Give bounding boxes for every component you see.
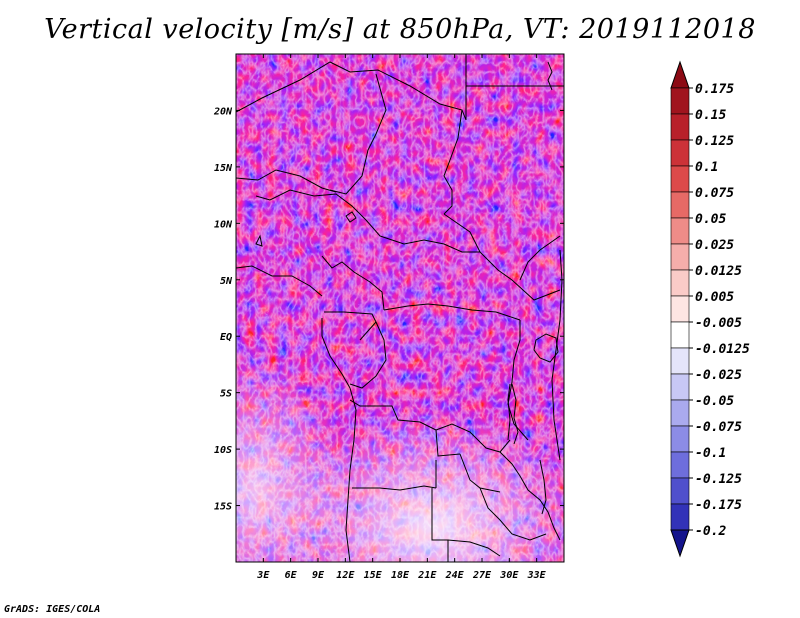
lon-tick-label: 9E bbox=[312, 570, 325, 581]
colorbar-swatch bbox=[670, 139, 690, 167]
lat-tick-label: EQ bbox=[220, 332, 232, 343]
lon-tick-label: 24E bbox=[445, 570, 465, 581]
border-nigeria-north bbox=[255, 189, 367, 221]
colorbar-swatch bbox=[670, 87, 690, 115]
border-south-inner bbox=[447, 539, 501, 557]
lon-tick-label: 21E bbox=[417, 570, 437, 581]
lat-tick-label: 15S bbox=[214, 502, 232, 513]
border-ethiopia bbox=[519, 235, 561, 281]
border-drc-zambia bbox=[435, 423, 511, 453]
lake-volta bbox=[255, 234, 263, 247]
lon-tick-label: 3E bbox=[256, 570, 270, 581]
western-ocean-region bbox=[236, 270, 436, 562]
lakes bbox=[255, 61, 559, 515]
border-nigeria-cameroon bbox=[321, 255, 385, 311]
border-gabon-coast bbox=[321, 318, 351, 389]
lon-tick-label: 33E bbox=[527, 570, 547, 581]
nile-branch bbox=[547, 61, 553, 91]
colorbar-label: -0.075 bbox=[695, 420, 742, 435]
colorbar-swatch bbox=[670, 295, 690, 323]
lake-malawi bbox=[539, 459, 547, 515]
political-borders bbox=[236, 54, 564, 562]
colorbar-label: 0.175 bbox=[695, 82, 734, 97]
colorbar-label: -0.0125 bbox=[695, 342, 750, 357]
border-mozambique bbox=[499, 451, 561, 541]
colorbar-swatch bbox=[670, 425, 690, 453]
lon-tick-label: 30E bbox=[499, 570, 519, 581]
border-namibia-botswana bbox=[431, 488, 449, 562]
colorbar-label: 0.0125 bbox=[695, 264, 742, 279]
colorbar-swatch bbox=[670, 477, 690, 505]
border-angola-north bbox=[349, 399, 461, 457]
lon-tick-label: 15E bbox=[364, 570, 383, 581]
border-sahara-north bbox=[236, 61, 467, 121]
border-cameroon-gabon bbox=[324, 311, 377, 341]
colorbar-min-arrow bbox=[670, 529, 690, 558]
lat-tick-label: 10S bbox=[214, 445, 232, 456]
colorbar: 0.175 0.15 0.125 0.1 0.075 0.05 0.025 0.0125 0.0… bbox=[670, 60, 750, 558]
colorbar-label: -0.05 bbox=[695, 394, 734, 409]
colorbar-label: 0.15 bbox=[695, 108, 726, 123]
colorbar-label: 0.125 bbox=[695, 134, 734, 149]
colorbar-label: -0.125 bbox=[695, 472, 742, 487]
colorbar-swatch bbox=[670, 113, 690, 141]
lon-tick-label: 12E bbox=[336, 570, 355, 581]
colorbar-swatch bbox=[670, 321, 690, 349]
colorbar-max-arrow bbox=[670, 60, 690, 89]
colorbar-label: -0.175 bbox=[695, 498, 742, 513]
border-zimbabwe bbox=[479, 487, 547, 541]
lat-tick-label: 5N bbox=[220, 276, 233, 287]
border-west-coast-gulf bbox=[236, 265, 323, 297]
lake-tanganyika bbox=[507, 383, 519, 445]
lon-tick-label: 6E bbox=[285, 570, 298, 581]
colorbar-swatch bbox=[670, 373, 690, 401]
colorbar-label: 0.05 bbox=[695, 212, 726, 227]
colorbar-swatch bbox=[670, 191, 690, 219]
colorbar-label: 0.025 bbox=[695, 238, 734, 253]
grads-credit: GrADS: IGES/COLA bbox=[4, 604, 101, 615]
border-congo-drc bbox=[349, 321, 387, 389]
lat-tick-label: 20N bbox=[213, 106, 233, 117]
border-chad-sudan bbox=[443, 109, 463, 215]
border-sudan-south bbox=[443, 213, 561, 301]
border-drc-east bbox=[507, 320, 529, 441]
border-chad-car bbox=[365, 219, 480, 253]
colorbar-label: 0.1 bbox=[695, 160, 718, 175]
lat-tick-label: 10N bbox=[214, 219, 233, 230]
lat-tick-label: 15N bbox=[214, 163, 233, 174]
lon-tick-label: 27E bbox=[472, 570, 492, 581]
map-plot-area: 3E 6E 9E 12E 15E 18E 21E 24E 27E 30E 33E 20N 15N 10N 5… bbox=[213, 53, 565, 581]
colorbar-label: -0.1 bbox=[695, 446, 726, 461]
coastline-southwest bbox=[345, 387, 357, 562]
colorbar-swatch bbox=[670, 243, 690, 271]
colorbar-label: 0.005 bbox=[695, 290, 734, 305]
border-mali-niger bbox=[236, 169, 337, 193]
border-niger-chad bbox=[329, 73, 387, 195]
lake-victoria bbox=[533, 333, 559, 363]
map-title: Vertical velocity [m/s] at 850hPa, VT: 2… bbox=[44, 14, 756, 45]
map-ticks: 3E 6E 9E 12E 15E 18E 21E 24E 27E 30E 33E 20N 15N 10N 5… bbox=[213, 54, 564, 581]
lat-tick-label: 5S bbox=[220, 389, 232, 400]
colorbar-label: -0.025 bbox=[695, 368, 742, 383]
colorbar-swatch bbox=[670, 503, 690, 531]
lake-chad bbox=[345, 211, 357, 223]
border-angola-namibia bbox=[352, 485, 437, 491]
colorbar-swatch bbox=[670, 217, 690, 245]
colorbar-swatch bbox=[670, 269, 690, 297]
colorbar-label: 0.075 bbox=[695, 186, 734, 201]
colorbar-swatch bbox=[670, 165, 690, 193]
border-zambia-south bbox=[435, 453, 501, 493]
colorbar-swatch bbox=[670, 347, 690, 375]
border-congo-car bbox=[383, 303, 521, 321]
colorbar-swatch bbox=[670, 451, 690, 479]
lon-tick-label: 18E bbox=[391, 570, 410, 581]
colorbar-label: -0.005 bbox=[695, 316, 742, 331]
colorbar-swatch bbox=[670, 399, 690, 427]
colorbar-label: -0.2 bbox=[695, 524, 726, 539]
